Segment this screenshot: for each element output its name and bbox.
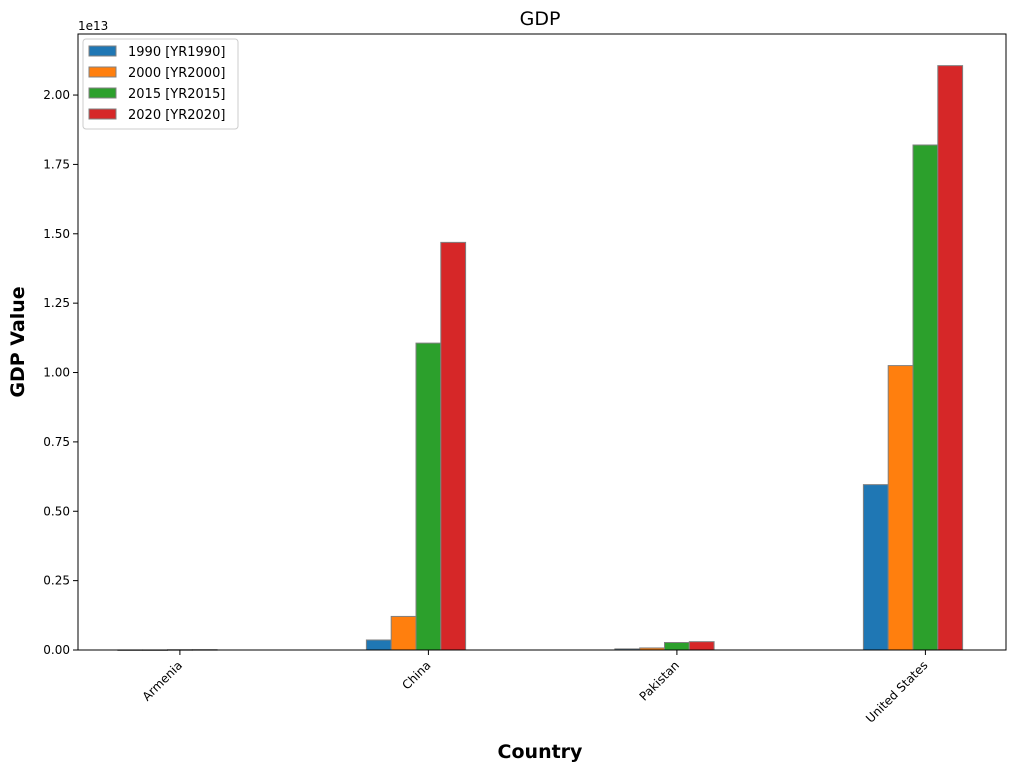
legend-entry: 1990 [YR1990] [128, 45, 225, 60]
legend: 1990 [YR1990] 2000 [YR2000] 2015 [YR2015] 2… [82, 38, 239, 130]
chart-title: GDP [520, 8, 561, 30]
y-tick-label: 1.50 [43, 227, 70, 241]
y-axis: 0.00 0.25 0.50 0.75 1.00 1.25 1.50 1.75 2.00 [43, 88, 78, 657]
bar-2020-united-states [937, 65, 964, 651]
x-axis-label: Country [498, 741, 584, 763]
bar-2020-china [440, 241, 467, 651]
y-tick-label: 1.75 [43, 157, 70, 171]
x-axis: Armenia China Pakistan United States [140, 650, 931, 726]
y-tick-label: 2.00 [43, 88, 70, 102]
y-tick-label: 1.25 [43, 296, 70, 310]
y-tick-label: 0.25 [43, 574, 70, 588]
bar-2015-united-states [912, 144, 939, 651]
legend-swatch [88, 108, 117, 120]
bar-1990-united-states [862, 484, 889, 651]
x-tick-label: Pakistan [637, 658, 682, 703]
legend-swatch [88, 66, 117, 78]
y-tick-label: 1.00 [43, 366, 70, 380]
bars-group [117, 65, 964, 651]
legend-entry: 2020 [YR2020] [128, 108, 225, 123]
y-tick-label: 0.75 [43, 435, 70, 449]
y-offset-label: 1e13 [78, 19, 108, 33]
bar-2015-pakistan [664, 642, 690, 651]
bar-2020-pakistan [688, 641, 715, 651]
bar-2000-china [390, 615, 417, 651]
bar-1990-china [365, 639, 392, 651]
legend-swatch [88, 87, 117, 99]
bar-2000-united-states [887, 365, 914, 651]
y-axis-label: GDP Value [7, 286, 29, 397]
x-tick-label: United States [863, 658, 930, 725]
x-tick-label: Armenia [140, 658, 185, 703]
bar-2015-china [415, 342, 442, 651]
legend-entry: 2000 [YR2000] [128, 66, 225, 81]
y-tick-label: 0.00 [43, 643, 70, 657]
legend-entry: 2015 [YR2015] [128, 87, 225, 102]
legend-swatch [88, 45, 117, 57]
plot-frame [77, 33, 1007, 651]
legend-box [82, 38, 239, 130]
y-tick-label: 0.50 [43, 504, 70, 518]
x-tick-label: China [399, 658, 433, 692]
